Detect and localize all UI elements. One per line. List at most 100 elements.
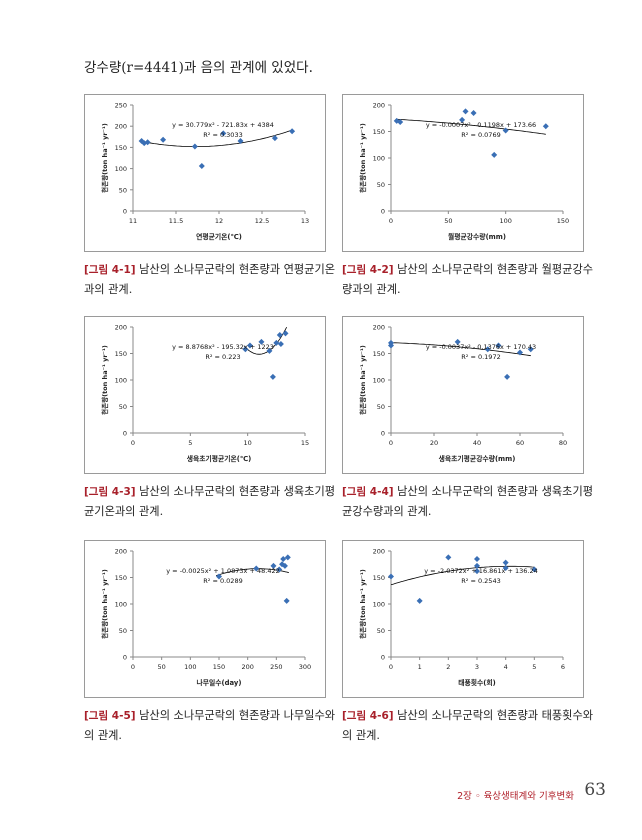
- chart-4-5: 0 50 100 150 200 0 50 100 150 200 250 300 나무일수(day) 현…: [100, 548, 311, 688]
- y-tick-label: 50: [119, 186, 127, 194]
- data-point: [393, 117, 400, 124]
- chart-4-1: 0 50 100 150 200 250 11 11.5 12 12.5 13 연평균기온(℃) 현존량…: [100, 102, 309, 242]
- y-tick-label: 150: [373, 574, 385, 582]
- chart-panel-2: 0 50 100 150 200 0 50 100 150 월평균강수량(mm) 현존량(ton h…: [342, 94, 584, 252]
- y-tick-label: 150: [373, 128, 385, 136]
- trend-line: [390, 342, 531, 357]
- figure-caption-3: [그림 4-3] 남산의 소나무군락의 현존량과 생육초기평균기온과의 관계.: [84, 482, 336, 521]
- y-tick-label: 150: [115, 574, 127, 582]
- data-point: [273, 339, 280, 346]
- trend-equation: y = -0.0037x² - 0.1376x + 170.43: [426, 343, 536, 351]
- y-tick-label: 100: [373, 601, 385, 609]
- data-point: [270, 562, 277, 569]
- x-tick-label: 3: [475, 663, 479, 671]
- data-point: [144, 139, 151, 146]
- y-tick-label: 0: [381, 430, 385, 438]
- y-tick-label: 200: [115, 123, 127, 131]
- figure-caption-1: [그림 4-1] 남산의 소나무군락의 현존량과 연평균기온과의 관계.: [84, 260, 336, 299]
- x-axis-label: 태풍횟수(회): [458, 678, 495, 687]
- data-point: [502, 559, 509, 566]
- y-axis-label: 현존량(ton ha⁻¹ yr⁻¹): [358, 569, 367, 639]
- data-point: [258, 338, 265, 345]
- trend-equation: y = -0.0007x² - 0.1198x + 173.66: [426, 121, 536, 129]
- data-point: [282, 330, 289, 337]
- data-point: [388, 573, 394, 580]
- y-tick-label: 250: [115, 102, 127, 110]
- data-point: [138, 138, 145, 145]
- y-axis-label: 현존량(ton ha⁻¹ yr⁻¹): [100, 345, 109, 415]
- y-axis-label: 현존량(ton ha⁻¹ yr⁻¹): [358, 345, 367, 415]
- data-point: [237, 138, 244, 145]
- x-tick-label: 80: [559, 439, 567, 447]
- x-axis-label: 나무일수(day): [197, 678, 242, 687]
- x-tick-label: 5: [532, 663, 536, 671]
- x-tick-label: 250: [270, 663, 282, 671]
- x-tick-label: 60: [516, 439, 524, 447]
- chart-panel-6: 0 50 100 150 200 0 1 2 3 4 5 6 태풍횟수(회) 현존량(ton ha⁻¹ y…: [342, 540, 584, 698]
- chart-panel-4: 0 50 100 150 200 0 20 40 60 80 생육초기평균강수량(mm) 현존량(to…: [342, 316, 584, 474]
- page-number: 63: [584, 780, 606, 800]
- data-point: [220, 130, 227, 137]
- x-tick-label: 0: [389, 663, 393, 671]
- data-point: [191, 143, 198, 150]
- y-axis-label: 현존량(ton ha⁻¹ yr⁻¹): [100, 123, 109, 193]
- chart-panel-1: 0 50 100 150 200 250 11 11.5 12 12.5 13 연평균기온(℃) 현존량…: [84, 94, 326, 252]
- data-point: [246, 342, 253, 349]
- x-tick-label: 12.5: [255, 217, 269, 225]
- x-tick-label: 10: [244, 439, 252, 447]
- y-tick-label: 50: [119, 627, 127, 635]
- x-axis-label: 생육초기평균기온(℃): [187, 454, 251, 463]
- chart-4-6: 0 50 100 150 200 0 1 2 3 4 5 6 태풍횟수(회) 현존량(ton ha⁻¹ y…: [358, 548, 565, 688]
- data-point: [269, 373, 276, 380]
- figure-label: [그림 4-1]: [84, 264, 136, 276]
- data-point: [504, 373, 511, 380]
- x-tick-label: 11.5: [169, 217, 183, 225]
- data-point: [474, 562, 480, 569]
- y-tick-label: 0: [381, 208, 385, 216]
- data-point: [484, 346, 491, 353]
- y-tick-label: 150: [115, 144, 127, 152]
- x-tick-label: 0: [131, 439, 135, 447]
- data-point: [216, 573, 222, 580]
- x-tick-label: 1: [418, 663, 422, 671]
- r-squared: R² = 0.3033: [203, 131, 242, 139]
- data-point: [280, 555, 287, 562]
- trend-equation: y = 8.8768x² - 195.32x + 1223: [172, 343, 274, 351]
- x-tick-label: 40: [473, 439, 481, 447]
- figure-caption-6: [그림 4-6] 남산의 소나무군락의 현존량과 태풍횟수와의 관계.: [342, 706, 594, 745]
- figure-label: [그림 4-6]: [342, 710, 394, 722]
- data-point: [517, 349, 523, 356]
- data-point: [474, 555, 480, 562]
- x-tick-label: 100: [184, 663, 196, 671]
- y-tick-label: 0: [381, 654, 385, 662]
- x-tick-label: 15: [301, 439, 309, 447]
- data-point: [474, 568, 480, 575]
- data-point: [491, 151, 498, 158]
- y-tick-label: 100: [373, 377, 385, 385]
- x-tick-label: 100: [499, 217, 511, 225]
- data-point: [276, 566, 283, 573]
- x-tick-label: 0: [131, 663, 135, 671]
- figure-label: [그림 4-5]: [84, 710, 136, 722]
- chart-panel-3: 0 50 100 150 200 0 5 10 15 생육초기평균기온(℃) 현존량(ton ha⁻…: [84, 316, 326, 474]
- y-tick-label: 0: [123, 654, 127, 662]
- figure-label: [그림 4-4]: [342, 486, 394, 498]
- data-point: [502, 127, 509, 134]
- caption-text: 남산의 소나무군락의 현존량과 태풍횟수와의 관계.: [342, 709, 594, 742]
- x-tick-label: 12: [215, 217, 223, 225]
- data-point: [266, 347, 273, 354]
- y-tick-label: 100: [115, 601, 127, 609]
- x-axis-label: 월평균강수량(mm): [448, 232, 506, 241]
- y-tick-label: 50: [377, 403, 385, 411]
- y-tick-label: 150: [115, 350, 127, 358]
- x-tick-label: 11: [129, 217, 137, 225]
- data-point: [527, 346, 534, 353]
- y-tick-label: 0: [123, 430, 127, 438]
- y-tick-label: 200: [115, 548, 127, 556]
- data-point: [276, 331, 283, 338]
- data-point: [462, 108, 469, 115]
- r-squared: R² = 0.0769: [461, 131, 500, 139]
- intro-text: 강수량(r=4441)과 음의 관계에 있었다.: [84, 60, 313, 76]
- figure-label: [그림 4-2]: [342, 264, 394, 276]
- y-axis-label: 현존량(ton ha⁻¹ yr⁻¹): [100, 569, 109, 639]
